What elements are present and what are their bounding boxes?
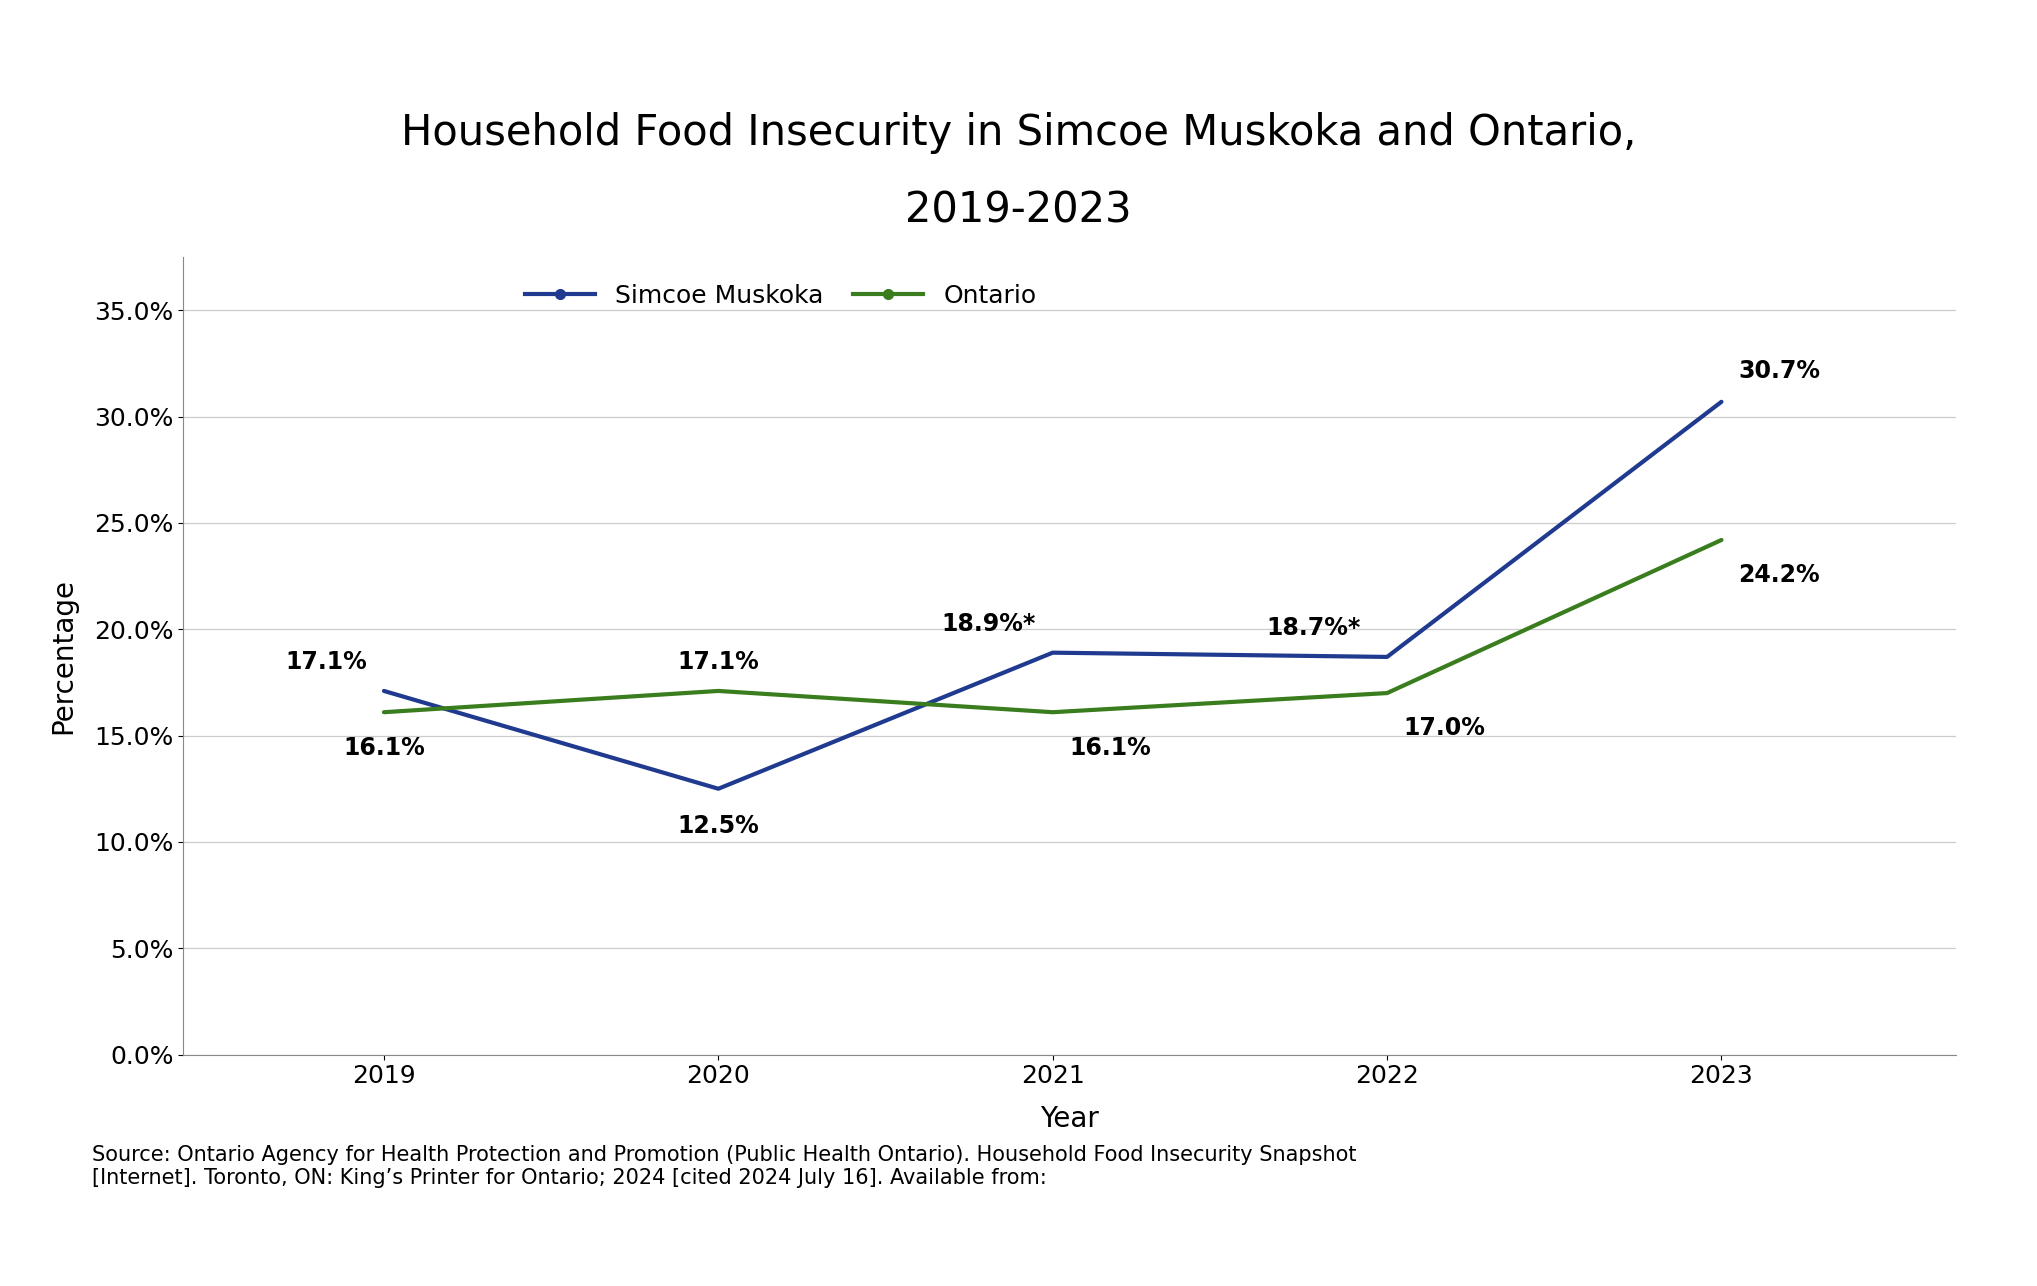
Text: Source: Ontario Agency for Health Protection and Promotion (Public Health Ontari: Source: Ontario Agency for Health Protec… <box>92 1145 1357 1188</box>
Text: 18.9%*: 18.9%* <box>941 612 1037 635</box>
Text: 17.0%: 17.0% <box>1403 716 1485 741</box>
Text: Household Food Insecurity in Simcoe Muskoka and Ontario,: Household Food Insecurity in Simcoe Musk… <box>401 112 1636 154</box>
Text: 17.1%: 17.1% <box>678 649 760 674</box>
X-axis label: Year: Year <box>1041 1105 1098 1133</box>
Text: 30.7%: 30.7% <box>1738 359 1821 383</box>
Legend: Simcoe Muskoka, Ontario: Simcoe Muskoka, Ontario <box>515 274 1047 318</box>
Text: 16.1%: 16.1% <box>342 736 426 760</box>
Text: 16.1%: 16.1% <box>1069 736 1151 760</box>
Text: 2019-2023: 2019-2023 <box>904 189 1133 231</box>
Text: 24.2%: 24.2% <box>1738 563 1819 588</box>
Text: 17.1%: 17.1% <box>285 649 367 674</box>
Y-axis label: Percentage: Percentage <box>49 577 77 734</box>
Text: 12.5%: 12.5% <box>678 814 760 838</box>
Text: 18.7%*: 18.7%* <box>1265 616 1361 640</box>
